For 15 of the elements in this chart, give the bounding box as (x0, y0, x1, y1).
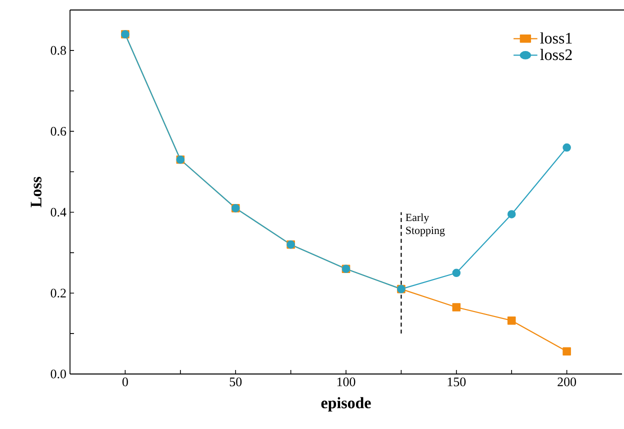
y-tick-label: 0.0 (50, 370, 66, 378)
x-axis-title: episode (321, 397, 371, 412)
y-tick-label: 0.2 (50, 288, 66, 298)
y-tick-label: 0.4 (50, 208, 66, 217)
y-axis-title: Loss (30, 176, 42, 208)
x-tick-label: 50 (230, 378, 242, 386)
x-tick-label: 200 (558, 378, 576, 386)
y-tick-label: 0.8 (50, 46, 66, 55)
legend-label: loss1 (540, 32, 572, 44)
annotation: Early Stopping (406, 213, 445, 236)
x-tick-label: 100 (337, 378, 356, 386)
legend-label: loss2 (540, 48, 572, 60)
x-tick-label: 150 (448, 378, 466, 386)
x-tick-label: 0 (122, 378, 128, 386)
y-tick-label: 0.6 (50, 126, 66, 136)
